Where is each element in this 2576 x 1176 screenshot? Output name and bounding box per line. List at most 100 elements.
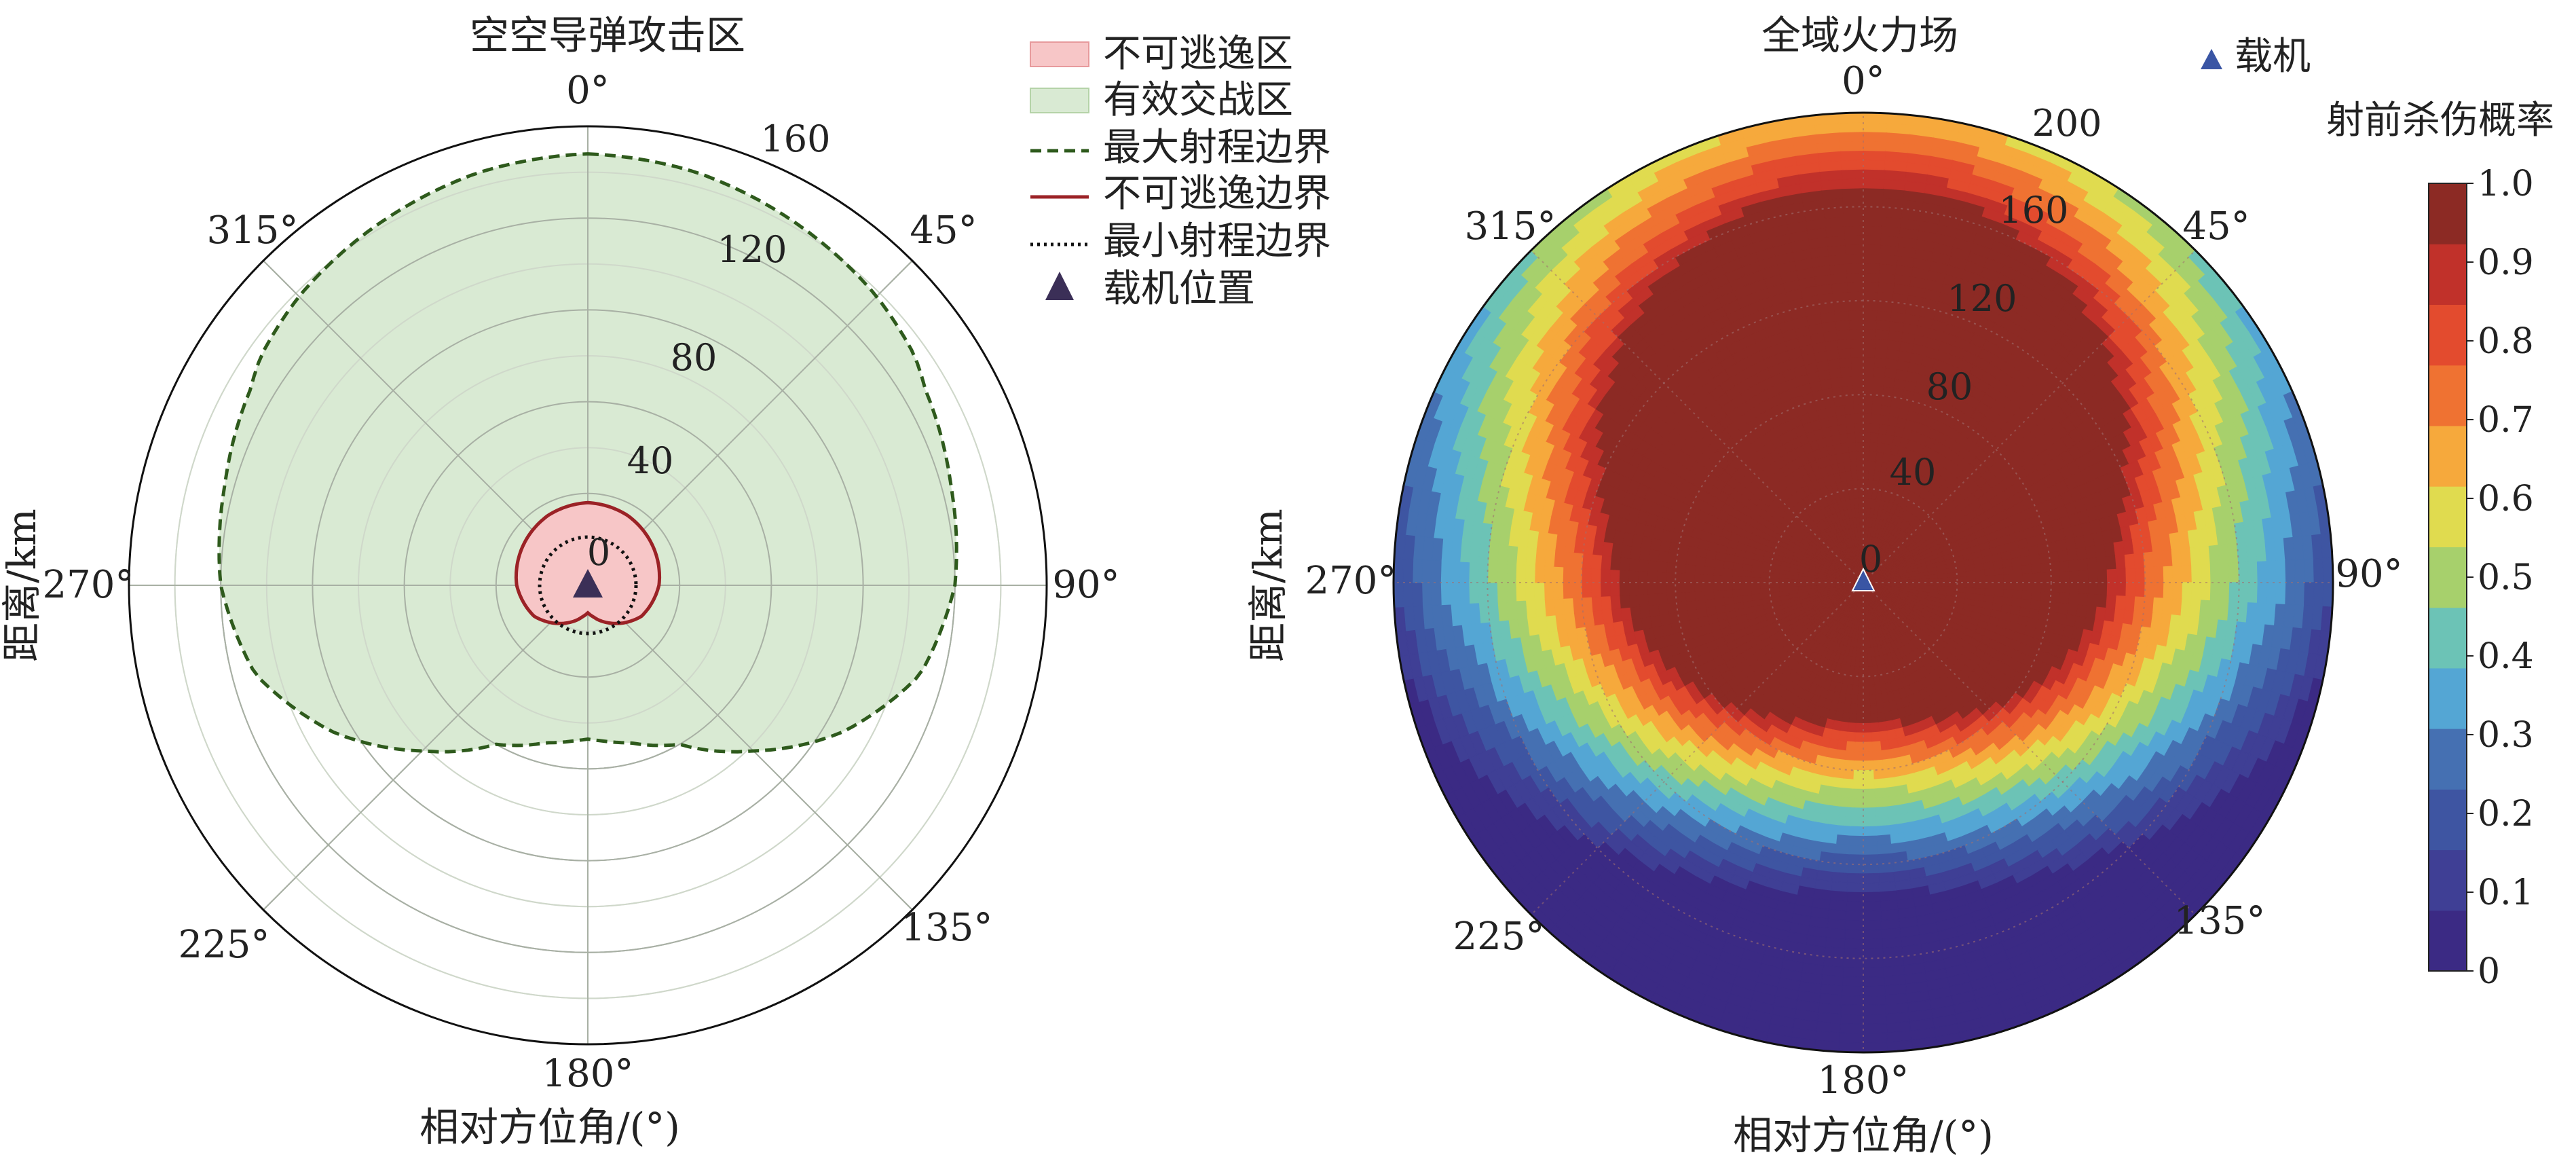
- heat-cell: [1394, 682, 1401, 710]
- heat-cell: [2097, 569, 2108, 583]
- heat-cell: [1637, 570, 1648, 583]
- heat-cell: [1863, 882, 1880, 894]
- heat-cell: [2318, 430, 2333, 460]
- heat-cell: [2294, 582, 2306, 606]
- left-angle-tick-0: 0°: [566, 69, 610, 113]
- heat-cell: [2172, 582, 2184, 600]
- heat-cell: [1597, 984, 1624, 1007]
- heat-cell: [2161, 549, 2173, 568]
- heat-cell: [2123, 970, 2151, 993]
- heat-cell: [1427, 799, 1449, 828]
- heat-cell: [1416, 777, 1437, 805]
- heat-cell: [1656, 571, 1667, 583]
- heat-cell: [1878, 872, 1895, 883]
- heat-cell: [2069, 570, 2080, 583]
- heat-cell: [2020, 555, 2032, 567]
- heat-cell: [2313, 582, 2324, 608]
- heat-cell: [1863, 422, 1872, 433]
- heat-cell: [2021, 564, 2033, 575]
- heat-cell: [1863, 281, 1880, 293]
- heat-cell: [1947, 572, 1958, 579]
- heat-cell: [1850, 798, 1864, 809]
- heat-cell: [1412, 582, 1423, 607]
- heat-cell: [1840, 1004, 1864, 1016]
- heat-cell: [1740, 582, 1751, 590]
- heat-cell: [2048, 551, 2060, 564]
- heat-cell: [1844, 919, 1864, 931]
- heat-cell: [1863, 431, 1872, 443]
- heat-cell: [1863, 835, 1878, 847]
- heat-cell: [1863, 722, 1872, 734]
- heat-cell: [1956, 576, 1967, 583]
- heat-cell: [1878, 272, 1897, 284]
- heat-cell: [1703, 565, 1715, 576]
- heat-cell: [1863, 215, 1883, 227]
- heat-cell: [1984, 568, 1996, 577]
- heat-cell: [1874, 796, 1888, 809]
- heat-cell: [1867, 675, 1875, 686]
- heat-cell: [1863, 122, 1888, 133]
- heat-cell: [1914, 1056, 1940, 1069]
- left-radial-tick-0: 0: [587, 531, 610, 574]
- heat-cell: [1863, 413, 1873, 424]
- left-angle-tick-270: 270°: [43, 563, 134, 607]
- heat-cell: [1694, 598, 1706, 610]
- heat-cell: [1845, 741, 1856, 752]
- heat-cell: [1863, 976, 1885, 987]
- heat-cell: [1394, 705, 1408, 735]
- heat-cell: [1515, 600, 1528, 620]
- left-angle-tick-315: 315°: [207, 208, 299, 253]
- heat-cell: [1863, 272, 1880, 283]
- heat-cell: [1664, 1020, 1692, 1040]
- heat-cell: [1863, 337, 1877, 349]
- heat-cell: [1880, 244, 1899, 256]
- heat-cell: [1750, 576, 1761, 583]
- heat-cell: [2318, 705, 2333, 735]
- heat-cell: [2300, 754, 2320, 782]
- heat-cell: [1849, 826, 1864, 837]
- heat-cell: [2106, 595, 2117, 610]
- heat-cell: [2275, 559, 2287, 583]
- heat-cell: [1833, 853, 1850, 865]
- heat-cell: [1863, 375, 1875, 386]
- heat-cell: [1515, 582, 1527, 602]
- heat-cell: [1609, 595, 1621, 610]
- heat-cell: [1863, 113, 1888, 124]
- heat-cell: [2153, 582, 2165, 599]
- heat-cell: [1863, 225, 1883, 236]
- heat-cell: [1846, 882, 1864, 894]
- heat-cell: [2097, 582, 2108, 596]
- heat-cell: [1876, 843, 1892, 856]
- heat-cell: [1830, 881, 1848, 893]
- heat-cell: [1843, 948, 1864, 959]
- heat-cell: [1525, 599, 1537, 619]
- heat-cell: [1845, 911, 1864, 921]
- heat-cell: [1590, 553, 1603, 570]
- left-chart-title: 空空导弹攻击区: [470, 12, 745, 58]
- heat-cell: [2077, 558, 2089, 572]
- heat-cell: [1684, 591, 1696, 602]
- heat-cell: [1544, 549, 1556, 567]
- heat-cell: [1852, 760, 1864, 771]
- heat-cell: [2106, 582, 2118, 597]
- heat-cell: [1877, 300, 1894, 312]
- heat-cell: [1515, 564, 1527, 583]
- heat-cell: [2191, 582, 2202, 601]
- heat-cell: [1736, 1045, 1764, 1052]
- heat-cell: [2300, 383, 2320, 411]
- heat-cell: [2068, 593, 2080, 606]
- heat-cell: [1665, 572, 1677, 583]
- heat-cell: [1975, 575, 1986, 583]
- heat-cell: [2200, 582, 2211, 602]
- heat-cell: [1871, 413, 1882, 424]
- heat-cell: [1731, 582, 1742, 590]
- heat-cell: [2125, 568, 2137, 583]
- heat-cell: [1839, 796, 1852, 809]
- heat-cell: [1863, 168, 1886, 180]
- heat-cell: [1740, 575, 1751, 583]
- heat-cell: [1847, 863, 1864, 875]
- heat-cell: [2002, 558, 2013, 568]
- heat-cell: [1863, 769, 1874, 781]
- heat-cell: [2322, 557, 2333, 583]
- heat-cell: [2021, 590, 2033, 601]
